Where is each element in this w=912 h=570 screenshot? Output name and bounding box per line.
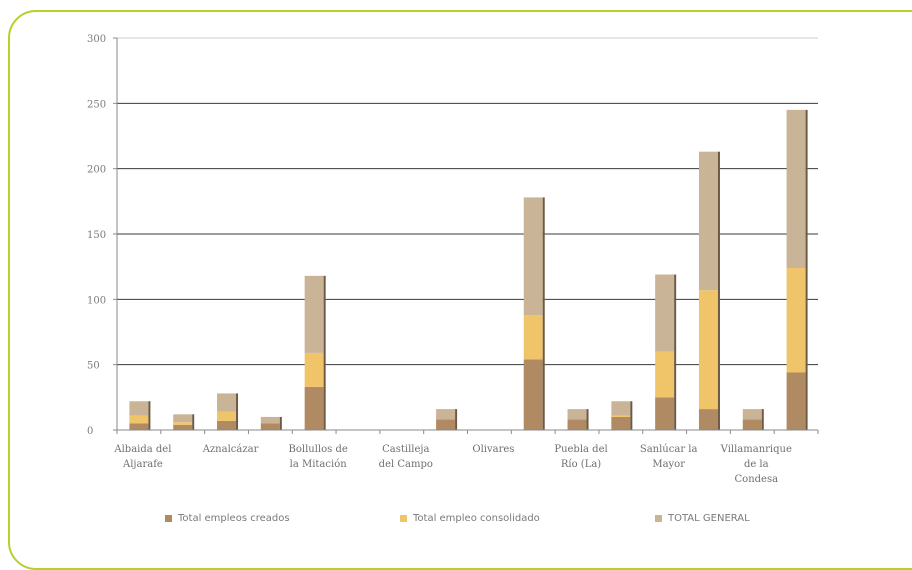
- bar-shadow-slot9: [542, 197, 545, 430]
- bar-segment-s0-slot3: [260, 423, 280, 430]
- category-labels: Albaida del Aljarafe Aznalcázar Bollullos d…: [113, 444, 792, 485]
- bar-shadow-slot1: [192, 414, 195, 430]
- bar-segment-s2-slot9: [523, 197, 543, 316]
- bar-segment-s1-slot4: [304, 352, 324, 387]
- bar-segment-s2-slot0: [129, 401, 149, 416]
- category-label-0-line-0: Albaida del: [113, 444, 171, 455]
- category-label-7-line-0: Villamanrique: [720, 444, 792, 455]
- category-label-4-line-0: Olivares: [472, 444, 514, 455]
- bar-segment-s0-slot1: [173, 424, 193, 430]
- category-label-7-line-2: Condesa: [735, 474, 779, 485]
- bars-layer: [129, 109, 808, 430]
- legend-swatch-creados: [165, 515, 172, 522]
- bar-shadow-slot15: [805, 109, 808, 430]
- bar-shadow-slot2: [236, 393, 239, 430]
- grid-layer: [117, 37, 818, 366]
- y-tick-label-250: 250: [87, 99, 106, 110]
- bar-segment-s2-slot3: [260, 416, 280, 424]
- bar-shadow-slot0: [148, 401, 151, 430]
- bar-segment-s1-slot15: [786, 267, 806, 373]
- bar-segment-s2-slot15: [786, 109, 806, 268]
- bar-shadow-slot13: [717, 151, 720, 430]
- y-tick-label-100: 100: [87, 295, 106, 306]
- bar-segment-s2-slot11: [611, 401, 631, 416]
- bar-segment-s0-slot7: [436, 419, 456, 430]
- bar-segment-s1-slot2: [217, 411, 237, 421]
- bar-segment-s0-slot15: [786, 372, 806, 430]
- legend-label-general: TOTAL GENERAL: [668, 513, 750, 524]
- y-tick-label-300: 300: [87, 34, 106, 45]
- category-label-0-line-1: Aljarafe: [122, 459, 163, 470]
- legend-item-total-empleos-creados: Total empleos creados: [165, 513, 290, 524]
- bar-segment-s2-slot14: [742, 409, 762, 420]
- legend-label-consolidado: Total empleo consolidado: [413, 513, 540, 524]
- bar-segment-s1-slot12: [655, 351, 675, 398]
- bar-segment-s0-slot9: [523, 359, 543, 430]
- category-label-2-line-0: Bollullos de: [289, 444, 348, 455]
- category-label-6-line-0: Sanlúcar la: [640, 444, 698, 455]
- legend-item-total-empleo-consolidado: Total empleo consolidado: [400, 513, 540, 524]
- y-tick-label-150: 150: [87, 230, 106, 241]
- bar-segment-s0-slot2: [217, 420, 237, 430]
- bar-segment-s2-slot10: [567, 409, 587, 420]
- bar-shadow-slot11: [630, 401, 633, 430]
- legend-swatch-general: [655, 515, 662, 522]
- legend-swatch-consolidado: [400, 515, 407, 522]
- bar-segment-s1-slot9: [523, 315, 543, 360]
- bar-shadow-slot12: [674, 274, 677, 430]
- legend: Total empleos creados Total empleo conso…: [0, 513, 912, 529]
- bar-segment-s0-slot4: [304, 386, 324, 430]
- category-label-7-line-1: de la: [744, 459, 769, 470]
- category-label-3-line-1: del Campo: [379, 459, 433, 470]
- legend-item-total-general: TOTAL GENERAL: [655, 513, 750, 524]
- category-label-2-line-1: la Mitación: [290, 459, 348, 470]
- bar-segment-s0-slot14: [742, 419, 762, 430]
- category-label-1-line-0: Aznalcázar: [202, 444, 259, 455]
- category-label-6-line-1: Mayor: [652, 459, 685, 470]
- bar-segment-s2-slot12: [655, 274, 675, 352]
- bar-segment-s0-slot11: [611, 416, 631, 430]
- bar-segment-s0-slot13: [698, 409, 718, 430]
- y-tick-label-0: 0: [87, 426, 93, 437]
- category-label-3-line-0: Castilleja: [382, 444, 429, 455]
- bar-shadow-slot3: [279, 416, 282, 430]
- legend-label-creados: Total empleos creados: [178, 513, 290, 524]
- y-tick-label-50: 50: [87, 361, 100, 372]
- category-label-5-line-0: Puebla del: [554, 444, 607, 455]
- bar-segment-s2-slot4: [304, 275, 324, 353]
- bar-segment-s0-slot12: [655, 397, 675, 430]
- bar-segment-s0-slot10: [567, 419, 587, 430]
- bar-shadow-slot10: [586, 409, 589, 430]
- stacked-bar-chart: 0 50 100 150 200 250 300 Albaida del Aljarafe Az…: [87, 34, 819, 485]
- bar-segment-s2-slot7: [436, 409, 456, 420]
- bar-shadow-slot7: [455, 409, 458, 430]
- bar-segment-s2-slot1: [173, 414, 193, 423]
- bar-segment-s1-slot13: [698, 290, 718, 410]
- bar-segment-s1-slot0: [129, 415, 149, 424]
- bar-shadow-slot4: [323, 275, 326, 430]
- y-tick-label-200: 200: [87, 165, 106, 176]
- bar-segment-s2-slot2: [217, 393, 237, 412]
- axis-layer: 0 50 100 150 200 250 300: [87, 34, 819, 437]
- bar-segment-s0-slot0: [129, 423, 149, 430]
- bar-shadow-slot14: [761, 409, 764, 430]
- bar-segment-s2-slot13: [698, 151, 718, 291]
- category-label-5-line-1: Río (La): [561, 459, 601, 470]
- bar-segment-s1-slot1: [173, 422, 193, 425]
- bar-segment-s1-slot11: [611, 415, 631, 417]
